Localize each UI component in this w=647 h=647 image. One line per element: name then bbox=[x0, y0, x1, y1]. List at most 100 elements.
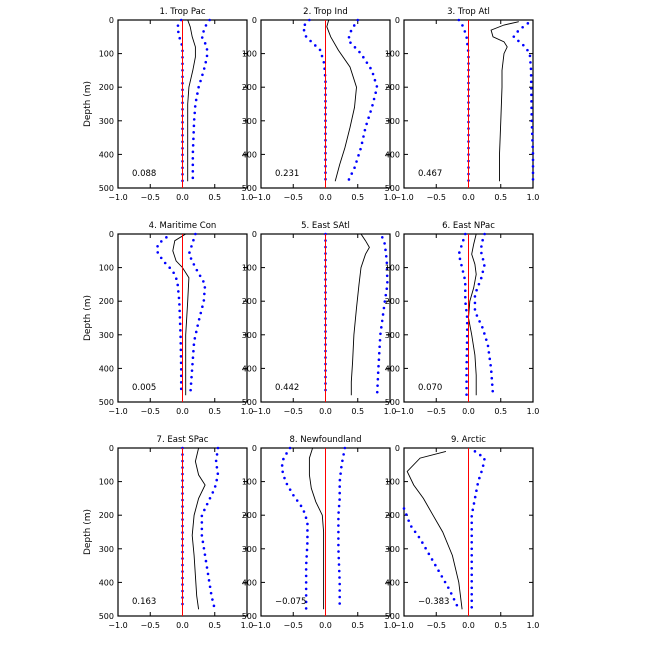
data-point bbox=[308, 18, 311, 22]
y-tick-label: 300 bbox=[242, 117, 257, 126]
panel-value-label: 0.442 bbox=[275, 383, 299, 393]
x-tick-label: 0.0 bbox=[319, 407, 332, 416]
data-point bbox=[530, 132, 534, 136]
data-point bbox=[465, 360, 468, 364]
panel-value-label: 0.088 bbox=[132, 169, 156, 179]
data-point bbox=[477, 282, 481, 286]
data-point bbox=[526, 22, 530, 25]
x-tick-label: −0.5 bbox=[141, 193, 160, 202]
data-point bbox=[373, 78, 377, 82]
data-point bbox=[208, 496, 212, 500]
data-point bbox=[486, 344, 490, 348]
y-tick-label: 0 bbox=[395, 444, 400, 453]
panel-title: 4. Maritime Con bbox=[149, 221, 217, 231]
data-point bbox=[384, 248, 387, 252]
data-point bbox=[376, 384, 379, 387]
data-point bbox=[304, 594, 308, 597]
data-point bbox=[461, 238, 465, 242]
y-tick-label: 0 bbox=[395, 230, 400, 239]
data-point bbox=[489, 363, 492, 367]
data-point bbox=[309, 39, 312, 43]
data-point bbox=[407, 519, 410, 522]
y-tick-label: 100 bbox=[99, 264, 114, 273]
data-point bbox=[358, 50, 361, 54]
data-point bbox=[472, 502, 476, 505]
data-point bbox=[215, 478, 219, 482]
y-tick-label: 300 bbox=[385, 331, 400, 340]
y-tick-label: 300 bbox=[385, 117, 400, 126]
series-dotted-2 bbox=[375, 236, 389, 394]
data-point bbox=[211, 491, 215, 494]
data-point bbox=[159, 256, 163, 260]
data-point bbox=[200, 534, 204, 537]
data-point bbox=[465, 341, 469, 344]
data-point bbox=[338, 478, 342, 482]
y-tick-label: 0 bbox=[252, 16, 257, 25]
x-tick-label: 1.0 bbox=[241, 407, 254, 416]
data-point bbox=[452, 597, 456, 601]
data-point bbox=[156, 251, 160, 254]
data-point bbox=[463, 30, 467, 33]
data-point bbox=[470, 521, 474, 525]
data-point bbox=[521, 25, 524, 29]
y-tick-label: 200 bbox=[385, 297, 400, 306]
x-tick-label: −1.0 bbox=[108, 193, 127, 202]
series-dotted-2 bbox=[191, 18, 211, 180]
data-point bbox=[191, 356, 195, 359]
data-point bbox=[375, 85, 379, 88]
data-point bbox=[179, 387, 183, 391]
data-point bbox=[203, 292, 206, 296]
y-tick-label: 500 bbox=[242, 612, 257, 621]
data-point bbox=[190, 245, 193, 248]
panel-title: 9. Arctic bbox=[451, 435, 486, 445]
data-point bbox=[475, 489, 478, 493]
y-tick-label: 400 bbox=[385, 578, 400, 587]
data-point bbox=[470, 534, 474, 538]
data-point bbox=[380, 236, 384, 239]
panel-title: 1. Trop Pac bbox=[160, 7, 206, 17]
data-point bbox=[470, 553, 474, 557]
data-point bbox=[377, 364, 380, 368]
data-point bbox=[347, 35, 351, 39]
data-point bbox=[338, 491, 341, 495]
data-point bbox=[531, 139, 534, 142]
panel-7: 7. East SPac −1.0 −0.5 0.0 0.5 1.0 0 100 200 300 4… bbox=[83, 435, 253, 630]
data-point bbox=[177, 30, 180, 34]
data-point bbox=[283, 476, 286, 480]
data-point bbox=[353, 46, 357, 49]
data-point bbox=[178, 303, 181, 306]
data-point bbox=[360, 141, 364, 145]
data-point bbox=[481, 238, 484, 242]
y-axis-label: Depth (m) bbox=[83, 295, 93, 341]
data-point bbox=[385, 261, 389, 265]
data-point bbox=[381, 313, 385, 316]
data-point bbox=[160, 240, 163, 243]
data-point bbox=[470, 605, 474, 609]
y-tick-label: 500 bbox=[99, 398, 114, 407]
data-point bbox=[341, 459, 344, 463]
y-tick-label: 200 bbox=[385, 83, 400, 92]
data-point bbox=[487, 351, 491, 354]
data-point bbox=[280, 464, 284, 467]
data-point bbox=[383, 242, 386, 245]
data-point bbox=[191, 170, 195, 173]
data-point bbox=[379, 332, 382, 336]
panel-value-label: 0.231 bbox=[275, 169, 299, 179]
y-tick-label: 300 bbox=[242, 545, 257, 554]
data-point bbox=[338, 602, 341, 605]
data-point bbox=[320, 54, 324, 58]
data-point bbox=[375, 390, 379, 394]
y-tick-label: 500 bbox=[99, 612, 114, 621]
data-point bbox=[363, 128, 367, 132]
data-point bbox=[465, 347, 469, 351]
data-point bbox=[465, 334, 469, 338]
data-point bbox=[465, 321, 469, 325]
data-point bbox=[470, 573, 474, 577]
data-point bbox=[304, 587, 308, 591]
panel-8: 8. Newfoundland −1.0 −0.5 0.0 0.5 1.0 0 100 200 3… bbox=[242, 435, 397, 630]
series-dotted-1 bbox=[457, 18, 470, 182]
y-tick-label: 0 bbox=[395, 16, 400, 25]
data-point bbox=[196, 92, 199, 95]
data-point bbox=[386, 280, 389, 284]
data-point bbox=[530, 93, 533, 97]
